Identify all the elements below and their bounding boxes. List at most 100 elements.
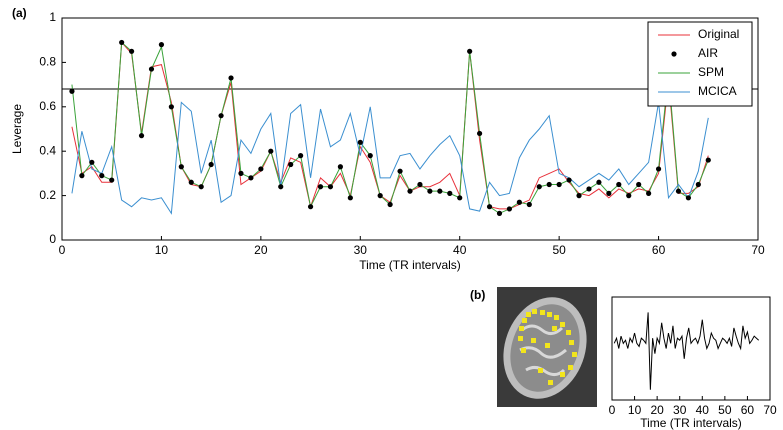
series-line: [613, 312, 760, 390]
marker: [367, 153, 373, 159]
marker: [566, 177, 572, 183]
marker: [109, 177, 115, 183]
x-tick-label: 20: [650, 403, 664, 417]
x-tick-label: 60: [652, 243, 666, 257]
marker: [148, 66, 155, 72]
plot-frame: [611, 296, 771, 401]
marker: [238, 170, 244, 176]
marker: [576, 193, 582, 199]
x-axis-label: Time (TR intervals): [359, 258, 461, 272]
marker: [387, 201, 393, 208]
marker: [208, 161, 214, 168]
marker: [258, 166, 264, 172]
marker: [655, 166, 662, 172]
marker: [437, 188, 443, 194]
marker: [178, 164, 184, 170]
legend-label: Original: [698, 27, 739, 41]
legend-marker: [671, 51, 677, 57]
marker: [496, 210, 503, 216]
marker: [596, 179, 602, 185]
marker: [218, 113, 224, 119]
marker: [516, 199, 522, 205]
marker: [447, 190, 453, 196]
x-tick-label: 30: [673, 403, 687, 417]
x-tick-label: 40: [453, 243, 467, 257]
marker: [586, 186, 592, 192]
legend-label: SPM: [698, 65, 724, 79]
marker: [228, 75, 234, 81]
marker: [417, 181, 423, 188]
marker: [606, 190, 612, 196]
marker: [397, 168, 403, 174]
marker: [377, 193, 383, 199]
x-tick-label: 10: [628, 403, 642, 417]
marker: [546, 181, 552, 188]
legend-label: AIR: [698, 46, 718, 60]
x-tick-label: 20: [254, 243, 268, 257]
marker: [486, 204, 493, 210]
marker: [79, 173, 85, 179]
marker: [317, 184, 324, 190]
brain-image: [497, 287, 597, 407]
y-tick-label: 0.8: [39, 55, 56, 69]
series-line: [71, 41, 709, 210]
marker: [288, 161, 294, 168]
marker: [158, 42, 165, 48]
x-tick-label: 70: [763, 403, 777, 417]
y-tick-label: 0: [49, 232, 56, 246]
marker: [467, 48, 473, 54]
marker: [646, 190, 652, 196]
x-tick-label: 0: [609, 403, 616, 417]
marker: [536, 184, 542, 190]
marker: [278, 184, 284, 190]
marker: [407, 188, 413, 194]
x-tick-label: 60: [741, 403, 755, 417]
y-tick-label: 0.6: [39, 99, 56, 113]
marker: [89, 159, 95, 165]
marker: [129, 48, 135, 54]
x-axis-label: Time (TR intervals): [640, 416, 742, 430]
marker: [526, 201, 532, 208]
marker: [427, 188, 433, 194]
marker: [695, 181, 701, 188]
marker: [138, 133, 145, 139]
marker: [99, 173, 105, 179]
marker: [626, 193, 632, 199]
marker: [457, 195, 463, 201]
marker: [636, 181, 642, 188]
plot-frame: [61, 17, 759, 241]
series-line: [71, 41, 709, 214]
marker: [298, 153, 304, 159]
x-tick-label: 0: [59, 243, 66, 257]
series-line: [71, 101, 709, 215]
y-tick-label: 0.2: [39, 188, 56, 202]
marker: [307, 204, 314, 210]
y-axis-label: Leverage: [10, 104, 24, 154]
y-tick-label: 1: [49, 10, 56, 24]
marker: [168, 104, 174, 110]
marker: [477, 130, 483, 137]
marker: [347, 195, 353, 201]
marker: [705, 157, 711, 163]
marker: [198, 184, 204, 190]
marker: [357, 139, 363, 145]
marker: [675, 188, 682, 194]
x-tick-label: 40: [696, 403, 710, 417]
x-tick-label: 10: [155, 243, 169, 257]
marker: [188, 179, 194, 185]
legend-label: MCICA: [698, 84, 737, 98]
marker: [119, 39, 125, 46]
panel-label: (b): [470, 288, 485, 302]
marker: [337, 164, 343, 170]
panel-label: (a): [12, 6, 27, 20]
marker: [248, 175, 254, 181]
marker: [506, 206, 513, 212]
x-tick-label: 50: [552, 243, 566, 257]
marker: [268, 148, 274, 154]
marker: [69, 88, 75, 94]
x-tick-label: 70: [751, 243, 765, 257]
marker: [327, 184, 334, 190]
marker: [616, 181, 622, 188]
